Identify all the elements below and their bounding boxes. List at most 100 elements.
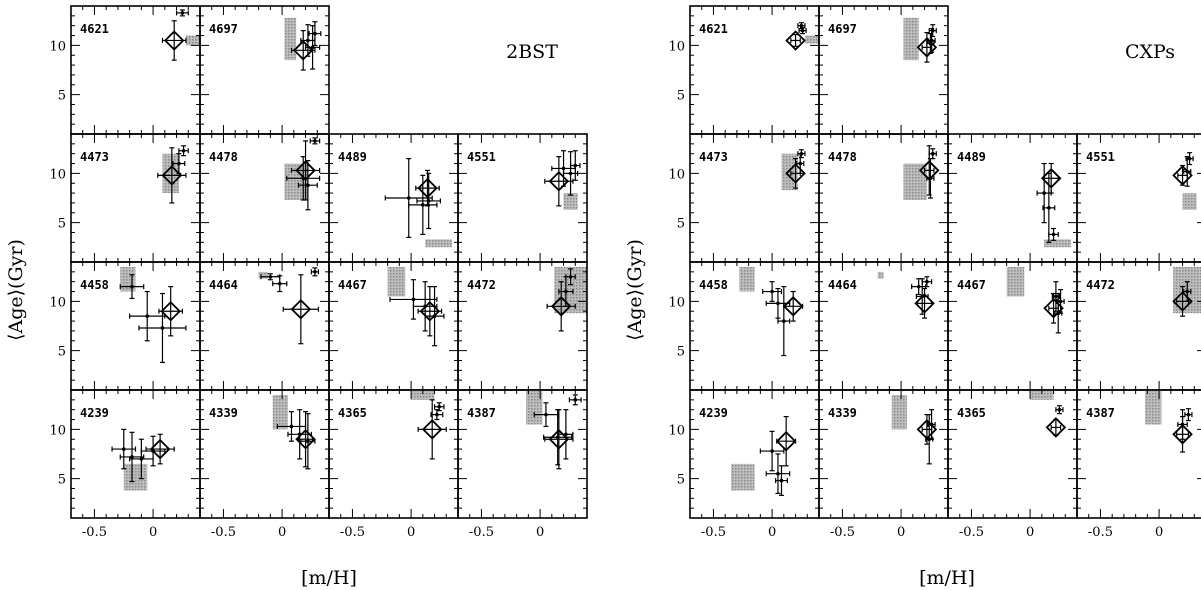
- data-point-marker: [1058, 299, 1063, 304]
- y-tick-label: 5: [58, 89, 66, 104]
- panel-4489: 4489: [328, 133, 459, 263]
- x-tick-label: -0.5: [340, 525, 365, 540]
- shaded-region: [411, 390, 435, 400]
- mean-diamond-marker: [163, 30, 185, 51]
- panel-id-label: 4473: [699, 150, 728, 164]
- y-axis-title-left: ⟨Age⟩(Gyr): [5, 239, 27, 341]
- shaded-region: [284, 17, 297, 61]
- y-axis-title-right: ⟨Age⟩(Gyr): [624, 239, 646, 341]
- mean-diamond-marker: [550, 296, 572, 317]
- y-tick-label: 10: [49, 167, 66, 182]
- mean-diamond-marker: [161, 165, 183, 186]
- data-point-marker: [421, 203, 425, 207]
- panel-id-label: 4621: [699, 22, 728, 36]
- panel-id-label: 4365: [957, 406, 986, 420]
- panel-id-label: 4467: [338, 278, 367, 292]
- data-point-marker: [277, 281, 282, 286]
- mean-diamond-marker: [1045, 417, 1067, 438]
- data-point-marker: [313, 31, 317, 36]
- mean-diamond-marker: [785, 163, 806, 184]
- x-tick-label: 0: [768, 525, 776, 540]
- shaded-region: [284, 163, 308, 200]
- mean-diamond-marker: [1172, 291, 1193, 312]
- x-tick-label: -0.5: [701, 525, 726, 540]
- panel-id-label: 4365: [338, 406, 367, 420]
- x-tick-label: 0: [1026, 525, 1034, 540]
- data-point-marker: [1047, 206, 1051, 210]
- data-point-marker: [573, 163, 578, 168]
- data-point-marker: [800, 28, 805, 33]
- panel-4551: 4551: [1076, 133, 1201, 263]
- mean-diamond-marker: [548, 428, 570, 450]
- shaded-region: [1182, 193, 1197, 210]
- panel-id-label: 4339: [828, 406, 857, 420]
- panel-4473: 5 10 4473: [668, 133, 820, 263]
- panel-4339: -0.5 0 4339: [199, 389, 330, 540]
- shaded-region: [1044, 239, 1072, 248]
- panel-4365: -0.5 0 4365: [328, 389, 459, 540]
- panel-id-label: 4239: [699, 406, 728, 420]
- x-axis-title-right: [m/H]: [919, 567, 975, 589]
- panel-4339: -0.5 0 4339: [818, 389, 949, 540]
- mean-diamond-marker: [1040, 168, 1062, 189]
- panel-id-label: 4467: [957, 278, 986, 292]
- shaded-region: [425, 239, 453, 248]
- shaded-region: [804, 35, 819, 44]
- panel-4467: 4467: [947, 261, 1078, 391]
- data-point-marker: [121, 447, 126, 451]
- data-point-marker: [310, 45, 315, 50]
- shaded-region: [1145, 390, 1162, 425]
- panel-id-label: 4472: [467, 278, 496, 292]
- data-point-marker: [776, 471, 780, 476]
- data-point-marker: [313, 139, 317, 143]
- panel-id-label: 4478: [209, 150, 238, 164]
- panel-4365: -0.5 0 4365: [947, 389, 1078, 540]
- data-point-marker: [180, 11, 185, 15]
- x-tick-label: 0: [407, 525, 415, 540]
- panel-id-label: 4697: [209, 22, 238, 36]
- data-point-marker: [798, 161, 803, 166]
- data-point-marker: [437, 404, 442, 409]
- x-tick-label: -0.5: [469, 525, 494, 540]
- shaded-region: [731, 463, 755, 491]
- mean-diamond-marker: [548, 170, 570, 192]
- panel-id-label: 4621: [80, 22, 109, 36]
- y-tick-label: 10: [49, 423, 66, 438]
- mean-diamond-marker: [149, 438, 171, 460]
- panel-4478: 4478: [199, 133, 330, 263]
- panel-id-label: 4387: [1086, 406, 1115, 420]
- panel-id-label: 4464: [828, 278, 857, 292]
- data-point-marker: [1186, 412, 1191, 417]
- panel-id-label: 4473: [80, 150, 109, 164]
- mean-diamond-marker: [421, 419, 443, 440]
- data-point-marker: [564, 289, 568, 294]
- mean-diamond-marker: [914, 293, 935, 314]
- panel-frame: [457, 389, 588, 519]
- data-point-marker: [770, 289, 774, 294]
- panel-id-label: 4478: [828, 150, 857, 164]
- data-point-marker: [561, 166, 566, 171]
- data-point-marker: [306, 38, 310, 43]
- data-point-marker: [776, 301, 780, 306]
- panel-id-label: 4387: [467, 406, 496, 420]
- panel-4621: 5 10 4621: [49, 5, 201, 135]
- shaded-region: [891, 394, 907, 430]
- data-point-marker: [1042, 191, 1046, 195]
- data-point-marker: [544, 412, 548, 417]
- mean-diamond-marker: [290, 298, 312, 320]
- data-point-marker: [799, 23, 804, 28]
- mean-diamond-marker: [775, 430, 797, 452]
- data-point-marker: [289, 424, 294, 429]
- panel-4458: 5 10 4458: [668, 261, 820, 391]
- panel-4239: 5 10 -0.5 0 4239: [49, 389, 201, 540]
- data-point-marker: [930, 151, 935, 156]
- y-tick-label: 10: [668, 167, 685, 182]
- data-point-marker: [1185, 289, 1190, 294]
- panel-4387: -0.5 0 4387: [457, 389, 588, 540]
- panel-4478: 4478: [818, 133, 949, 263]
- shaded-region: [123, 463, 148, 491]
- data-point-marker: [411, 297, 416, 302]
- panel-id-label: 4458: [80, 278, 109, 292]
- data-point-marker: [130, 455, 134, 459]
- shaded-region: [903, 17, 919, 61]
